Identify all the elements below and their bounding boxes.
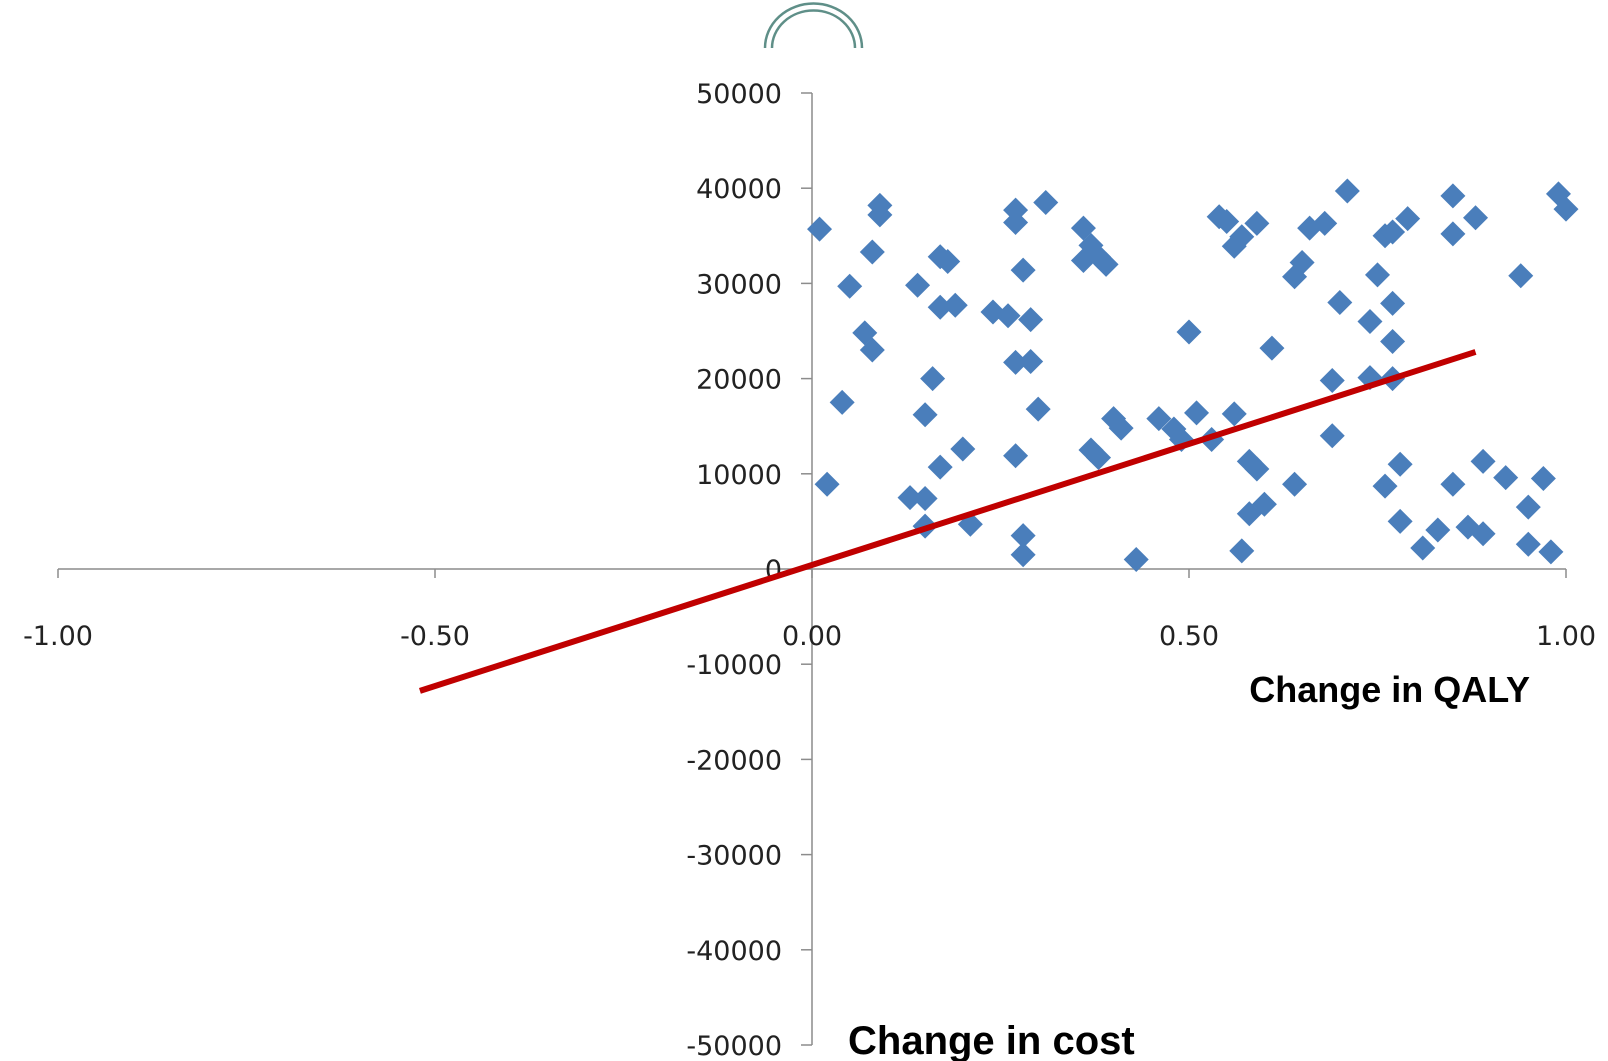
threshold-line: [419, 349, 1477, 694]
data-point: [1010, 523, 1036, 549]
data-point: [1312, 210, 1338, 236]
data-point: [1365, 262, 1390, 288]
data-point: [1530, 466, 1556, 492]
data-point: [942, 292, 968, 318]
y-tick-label: -20000: [686, 745, 782, 776]
y-axis-title: Change in cost: [848, 1019, 1135, 1061]
x-ticks: -1.00 -0.50 0.00 0.50 1.00: [23, 569, 1596, 652]
y-tick-label: -10000: [686, 650, 782, 681]
y-tick-label: 50000: [696, 79, 782, 110]
y-tick-label: -30000: [686, 841, 782, 872]
data-point: [1003, 443, 1029, 469]
data-point: [1003, 197, 1029, 223]
data-point: [829, 389, 855, 415]
data-point: [1334, 178, 1360, 204]
y-tick-label: -50000: [686, 1031, 782, 1061]
data-point: [1146, 406, 1172, 432]
data-point: [1440, 221, 1466, 247]
data-point: [1093, 251, 1119, 277]
data-point: [814, 471, 840, 497]
data-point: [1003, 349, 1029, 375]
data-point: [1244, 210, 1270, 236]
data-point: [1184, 400, 1210, 426]
data-point: [1425, 517, 1451, 543]
y-tick-label: 40000: [696, 174, 782, 205]
x-tick-label: 0.00: [782, 621, 842, 652]
data-point: [1440, 183, 1466, 209]
data-point: [1221, 401, 1247, 427]
x-tick-label: 1.00: [1536, 621, 1596, 652]
data-point: [905, 272, 931, 298]
y-tick-label: 20000: [696, 365, 782, 396]
x-tick-label: 0.50: [1159, 621, 1219, 652]
data-point: [1538, 539, 1564, 565]
data-point: [927, 294, 953, 320]
x-tick-label: -1.00: [23, 621, 93, 652]
data-point: [1470, 521, 1496, 547]
data-point: [1327, 289, 1353, 315]
y-tick-label: -40000: [686, 936, 782, 967]
y-tick-label: 30000: [696, 269, 782, 300]
data-point: [1229, 538, 1255, 564]
data-point: [1033, 189, 1059, 215]
data-point: [1018, 307, 1044, 333]
data-point: [1214, 209, 1240, 235]
data-point: [1229, 224, 1255, 250]
data-point: [837, 273, 863, 299]
data-point: [1372, 473, 1398, 499]
scatter-points: [807, 178, 1579, 572]
axes: -1.00 -0.50 0.00 0.50 1.00 50000 40000 30000 20…: [23, 79, 1596, 1061]
data-point: [950, 436, 976, 462]
data-point: [920, 366, 946, 392]
data-point: [1176, 319, 1202, 345]
data-point: [807, 216, 833, 242]
data-point: [1108, 415, 1134, 441]
data-point: [1259, 335, 1285, 361]
data-point: [1387, 508, 1413, 534]
data-point: [897, 485, 923, 511]
data-point: [1508, 263, 1534, 289]
data-point: [1440, 471, 1466, 497]
data-point: [1086, 445, 1112, 471]
data-point: [912, 486, 938, 512]
data-point: [935, 249, 961, 275]
x-axis-title: Change in QALY: [1249, 669, 1530, 710]
data-point: [1357, 308, 1383, 334]
data-point: [1395, 206, 1421, 232]
data-point: [1244, 456, 1270, 482]
data-point: [927, 454, 953, 480]
data-point: [1251, 491, 1277, 517]
data-point: [1380, 328, 1406, 354]
data-point: [1410, 535, 1436, 561]
data-point: [1470, 448, 1496, 474]
data-point: [1010, 542, 1036, 568]
data-point: [1289, 249, 1315, 275]
data-point: [867, 192, 893, 218]
data-point: [1380, 219, 1406, 245]
data-point: [1010, 257, 1036, 283]
data-point: [1282, 471, 1308, 497]
data-point: [1319, 423, 1345, 449]
data-point: [1123, 546, 1149, 572]
data-point: [1515, 494, 1541, 520]
data-point: [1018, 348, 1044, 374]
data-point: [1319, 368, 1345, 394]
y-ticks: 50000400003000020000100000-10000-20000-3…: [686, 79, 812, 1061]
x-tick-label: -0.50: [400, 621, 470, 652]
data-point: [859, 239, 885, 265]
data-point: [1553, 196, 1579, 222]
data-point: [1515, 531, 1541, 557]
data-point: [1025, 396, 1051, 422]
y-tick-label: 10000: [696, 460, 782, 491]
data-point: [1463, 205, 1489, 231]
ornament-decoration: [763, 2, 864, 49]
data-point: [957, 511, 983, 537]
data-point: [1493, 465, 1519, 491]
data-point: [1380, 290, 1406, 316]
data-point: [912, 402, 938, 428]
data-point: [995, 303, 1021, 329]
data-point: [1387, 451, 1413, 477]
data-point: [859, 337, 885, 363]
